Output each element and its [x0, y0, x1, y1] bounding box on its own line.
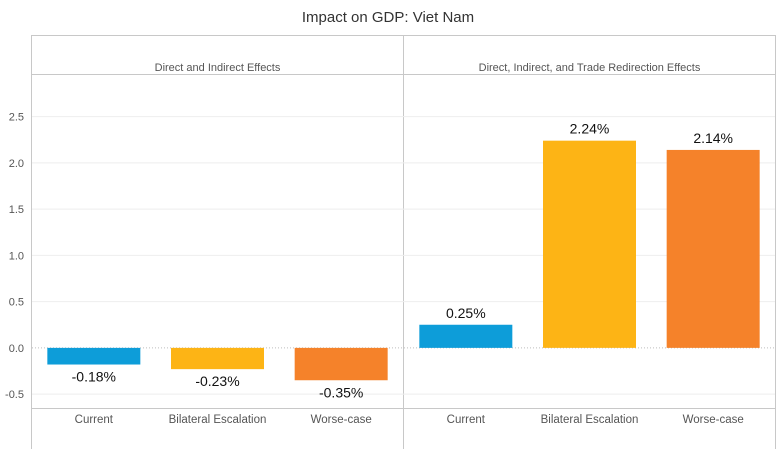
gridlines: [32, 116, 775, 395]
category-labels: Current Bilateral Escalation Worse-case Cur…: [75, 414, 744, 426]
bar: [47, 347, 141, 365]
y-tick-label: 1.5: [9, 204, 24, 216]
data-label: 2.14%: [693, 130, 733, 146]
chart-frame: [31, 35, 776, 449]
bars: [47, 140, 760, 381]
category-label: Bilateral Escalation: [541, 414, 639, 426]
data-label: -0.18%: [72, 369, 116, 385]
y-tick-label: 0.0: [9, 343, 24, 355]
bar: [419, 324, 513, 348]
y-tick-label: 2.0: [9, 158, 24, 170]
category-label: Current: [447, 414, 486, 426]
data-label: -0.35%: [319, 384, 363, 400]
y-axis: -0.5 0.0 0.5 1.0 1.5 2.0 2.5: [5, 112, 24, 402]
panel-title: Direct and Indirect Effects: [155, 62, 281, 74]
bar: [666, 149, 760, 348]
y-tick-label: 2.5: [9, 112, 24, 124]
data-label: 0.25%: [446, 305, 486, 321]
category-label: Current: [75, 414, 114, 426]
panel-title: Direct, Indirect, and Trade Redirection …: [479, 62, 701, 74]
bar: [294, 347, 388, 381]
data-labels: -0.18% -0.23% -0.35% 0.25% 2.24% 2.14%: [72, 121, 733, 401]
data-label: -0.23%: [195, 373, 239, 389]
category-label: Worse-case: [311, 414, 372, 426]
bar: [543, 140, 636, 348]
bar: [171, 347, 264, 370]
category-label: Worse-case: [683, 414, 744, 426]
chart-title: Impact on GDP: Viet Nam: [302, 9, 474, 26]
y-tick-label: 0.5: [9, 297, 24, 309]
category-label: Bilateral Escalation: [169, 414, 267, 426]
y-tick-label: -0.5: [5, 389, 24, 401]
data-label: 2.24%: [570, 121, 610, 137]
y-tick-label: 1.0: [9, 250, 24, 262]
